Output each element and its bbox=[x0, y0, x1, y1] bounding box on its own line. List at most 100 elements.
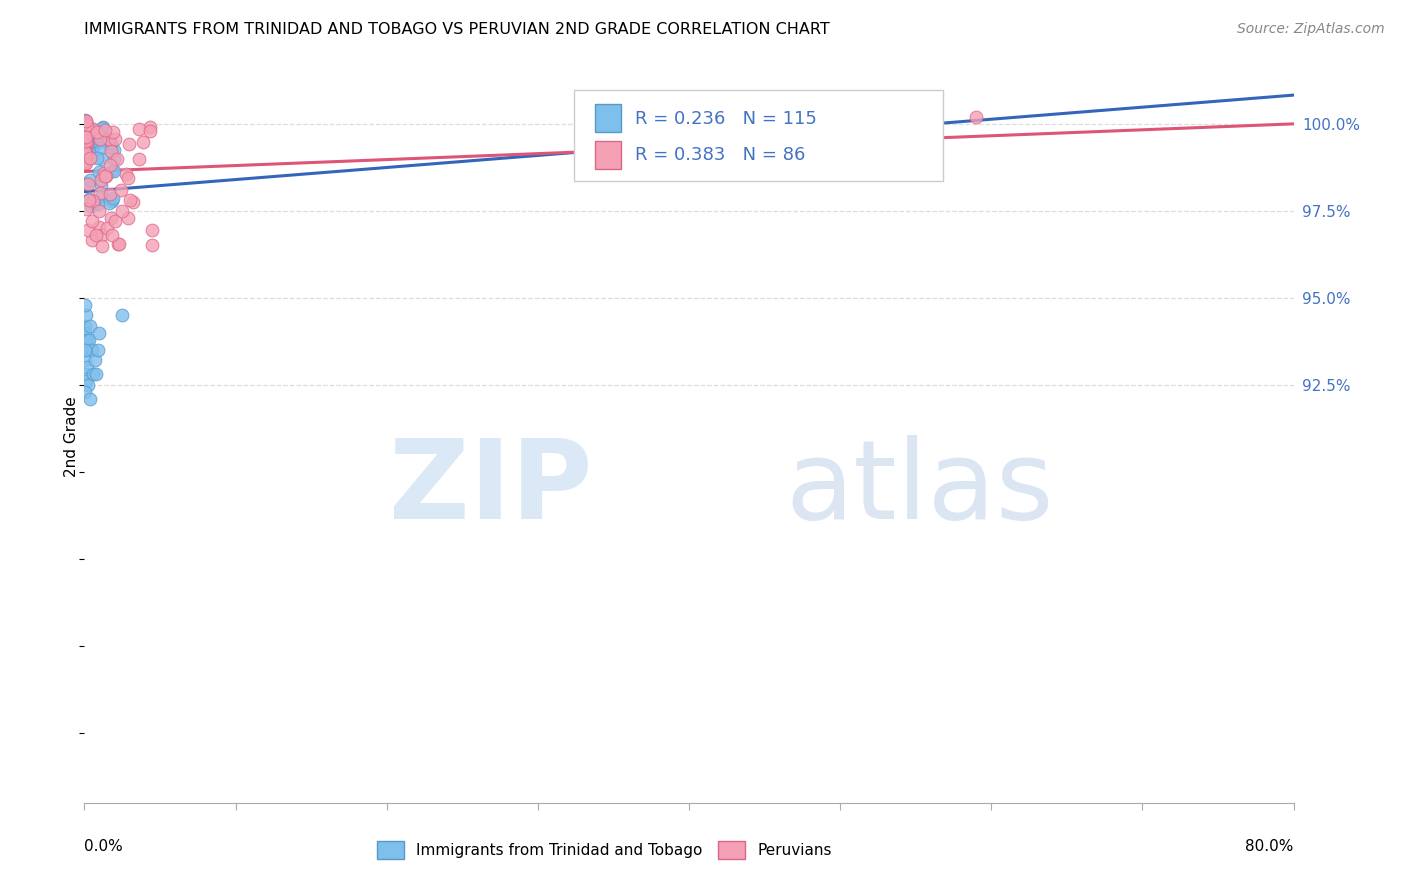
Point bbox=[108, 236, 131, 251]
Point bbox=[73, 139, 96, 153]
Point bbox=[98, 158, 121, 172]
Point bbox=[75, 132, 97, 146]
Point bbox=[98, 187, 121, 202]
Point bbox=[87, 220, 110, 235]
Point bbox=[75, 326, 97, 340]
Point bbox=[82, 194, 104, 209]
Text: 80.0%: 80.0% bbox=[1246, 839, 1294, 855]
Point bbox=[118, 193, 141, 207]
Point bbox=[84, 136, 107, 151]
Point bbox=[75, 139, 97, 153]
Point bbox=[84, 128, 107, 142]
Point bbox=[87, 165, 110, 179]
Point bbox=[76, 223, 98, 237]
Text: R = 0.236   N = 115: R = 0.236 N = 115 bbox=[634, 110, 817, 128]
Point bbox=[82, 368, 104, 382]
Point bbox=[100, 144, 122, 158]
Point bbox=[128, 152, 150, 166]
Point bbox=[80, 199, 103, 213]
Point bbox=[79, 147, 101, 161]
Point bbox=[76, 118, 98, 132]
Point bbox=[73, 130, 96, 145]
Point bbox=[73, 118, 96, 132]
Point bbox=[73, 139, 96, 153]
Point bbox=[94, 123, 117, 137]
Point bbox=[75, 150, 97, 164]
Point bbox=[75, 145, 97, 160]
Point bbox=[73, 368, 96, 382]
Point bbox=[104, 214, 127, 228]
Point bbox=[73, 124, 96, 138]
Point bbox=[73, 119, 96, 133]
Point bbox=[100, 136, 122, 150]
Point bbox=[117, 170, 139, 185]
Text: ZIP: ZIP bbox=[389, 434, 592, 541]
Point bbox=[77, 333, 100, 347]
Point bbox=[75, 353, 97, 368]
Point bbox=[87, 129, 110, 144]
Point bbox=[75, 117, 97, 131]
Point bbox=[77, 136, 100, 150]
Point bbox=[114, 167, 136, 181]
Point bbox=[75, 343, 97, 357]
Point bbox=[75, 147, 97, 161]
Point bbox=[79, 151, 101, 165]
Point bbox=[79, 318, 101, 333]
Point bbox=[73, 129, 96, 144]
Point bbox=[83, 196, 105, 211]
Point bbox=[93, 169, 115, 183]
Point bbox=[90, 228, 112, 243]
Point bbox=[77, 128, 100, 143]
Point bbox=[73, 117, 96, 131]
Point bbox=[80, 214, 103, 228]
Point bbox=[82, 233, 104, 247]
Point bbox=[80, 126, 103, 140]
Point bbox=[73, 135, 96, 149]
Legend: Immigrants from Trinidad and Tobago, Peruvians: Immigrants from Trinidad and Tobago, Per… bbox=[370, 835, 838, 864]
Point bbox=[75, 154, 97, 169]
Point bbox=[76, 122, 98, 136]
Point bbox=[100, 211, 122, 225]
Point bbox=[75, 124, 97, 138]
Point bbox=[87, 196, 110, 211]
Point bbox=[73, 130, 96, 145]
Text: Source: ZipAtlas.com: Source: ZipAtlas.com bbox=[1237, 22, 1385, 37]
Point bbox=[73, 148, 96, 162]
Point bbox=[73, 150, 96, 164]
Point bbox=[73, 343, 96, 357]
Point bbox=[96, 129, 118, 144]
Point bbox=[84, 136, 107, 150]
Point bbox=[75, 122, 97, 136]
Point bbox=[101, 194, 124, 208]
Point bbox=[75, 308, 97, 322]
Point bbox=[76, 119, 98, 133]
Point bbox=[75, 147, 97, 161]
Point bbox=[73, 136, 96, 151]
Text: 0.0%: 0.0% bbox=[84, 839, 124, 855]
Point bbox=[75, 126, 97, 140]
Point bbox=[76, 138, 98, 153]
Point bbox=[73, 125, 96, 139]
Point bbox=[76, 136, 98, 151]
Point bbox=[90, 178, 112, 192]
Point bbox=[79, 173, 101, 187]
Point bbox=[75, 113, 97, 128]
Point bbox=[75, 202, 97, 216]
Point bbox=[86, 125, 108, 139]
Point bbox=[73, 136, 96, 151]
Point bbox=[75, 116, 97, 130]
Point bbox=[83, 123, 105, 137]
Point bbox=[76, 360, 98, 375]
Point bbox=[77, 120, 100, 135]
Point bbox=[75, 119, 97, 133]
Point bbox=[90, 188, 112, 202]
Point bbox=[75, 128, 97, 143]
Point bbox=[75, 114, 97, 128]
Point bbox=[75, 384, 97, 399]
Point bbox=[75, 145, 97, 160]
Point bbox=[73, 150, 96, 164]
Point bbox=[91, 153, 114, 167]
Point bbox=[75, 118, 97, 132]
Point bbox=[98, 139, 121, 153]
Point bbox=[139, 124, 162, 138]
